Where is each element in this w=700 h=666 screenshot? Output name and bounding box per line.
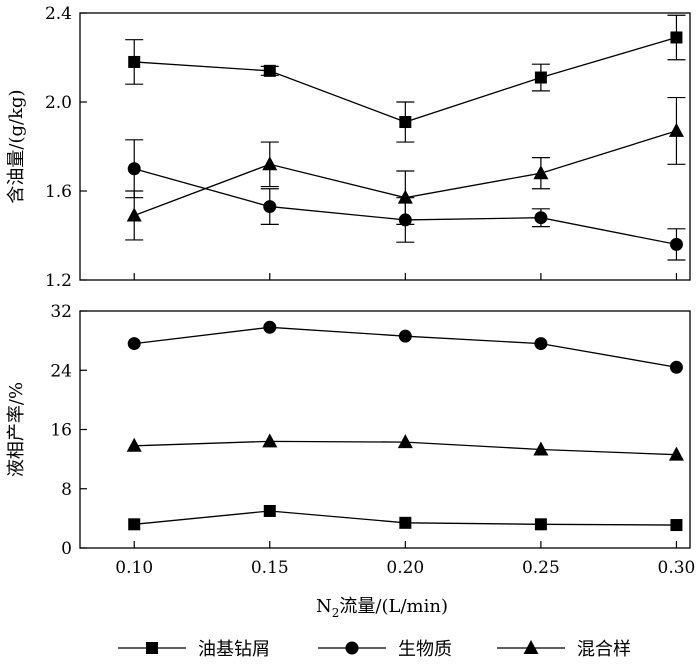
data-point — [399, 116, 412, 129]
data-point — [399, 516, 412, 529]
data-point — [127, 337, 141, 351]
x-axis-label-suffix: 流量/(L/min) — [339, 596, 448, 617]
data-point — [533, 165, 549, 180]
liquid-yield-panel: 0 8 16 24 32 0.10 0.15 0.20 0.25 0.30 液相产率/% — [6, 302, 695, 578]
data-point — [670, 31, 683, 44]
legend-marker — [146, 642, 158, 654]
data-point — [262, 433, 278, 448]
legend: 油基钻屑 生物质 混合样 — [118, 639, 631, 660]
data-point — [668, 446, 684, 461]
data-point — [534, 518, 547, 531]
data-point — [534, 211, 548, 225]
series-triangle — [126, 433, 684, 461]
legend-item: 油基钻屑 — [118, 639, 270, 660]
y-tick-label: 16 — [50, 421, 72, 441]
data-point — [263, 200, 277, 214]
x-axis-label: N2流量/(L/min) — [316, 596, 448, 620]
data-point — [126, 437, 142, 452]
y-tick-label: 1.2 — [45, 271, 72, 291]
series-square — [125, 14, 686, 143]
y-tick-label: 8 — [61, 480, 72, 500]
x-tick-label: 0.20 — [386, 558, 424, 578]
x-tick-label: 0.30 — [658, 558, 696, 578]
data-point — [263, 320, 277, 334]
legend-item: 生物质 — [318, 639, 452, 660]
plot-frame — [79, 12, 691, 281]
y-axis-label: 液相产率/% — [6, 382, 27, 477]
data-point — [126, 207, 142, 222]
x-axis-label-prefix: N — [316, 596, 332, 617]
x-tick-label: 0.15 — [251, 558, 289, 578]
legend-marker — [523, 640, 539, 654]
y-tick-label: 2.4 — [45, 4, 72, 24]
data-point — [128, 55, 141, 68]
legend-label: 生物质 — [398, 639, 452, 660]
x-axis-label-subscript: 2 — [332, 606, 340, 620]
oil-content-panel: 1.2 1.6 2.0 2.4 含油量/(g/kg) — [6, 4, 691, 291]
x-tick-label: 0.10 — [115, 558, 153, 578]
y-tick-label: 32 — [50, 302, 72, 322]
data-point — [668, 122, 684, 137]
data-point — [397, 189, 413, 204]
y-tick-label: 0 — [61, 539, 72, 559]
data-point — [534, 337, 548, 351]
x-tick-label: 0.25 — [522, 558, 560, 578]
y-tick-label: 24 — [50, 361, 72, 381]
data-point — [263, 504, 276, 517]
data-point — [533, 441, 549, 456]
series-circle — [127, 320, 683, 374]
data-point — [670, 519, 683, 532]
y-tick-label: 2.0 — [45, 93, 72, 113]
data-point — [398, 329, 412, 343]
data-point — [669, 360, 683, 374]
data-point — [262, 156, 278, 171]
y-axis-label: 含油量/(g/kg) — [6, 89, 27, 203]
data-point — [263, 64, 276, 77]
legend-label: 混合样 — [577, 639, 631, 660]
data-point — [397, 434, 413, 449]
legend-label: 油基钻屑 — [198, 639, 270, 660]
legend-marker — [345, 641, 359, 655]
data-point — [534, 71, 547, 84]
series-triangle — [125, 96, 686, 241]
legend-item: 混合样 — [497, 639, 631, 660]
data-point — [669, 237, 683, 251]
data-point — [128, 518, 141, 531]
plot-frame — [79, 310, 691, 549]
y-tick-label: 1.6 — [45, 182, 72, 202]
data-point — [127, 162, 141, 176]
series-square — [128, 504, 683, 532]
